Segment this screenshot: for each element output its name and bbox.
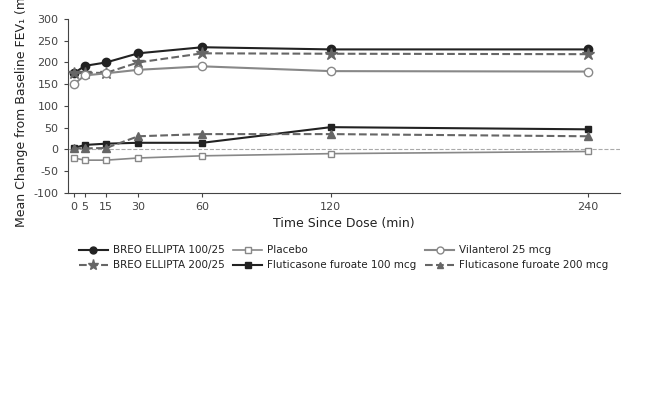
Y-axis label: Mean Change from Baseline FEV₁ (mL): Mean Change from Baseline FEV₁ (mL): [15, 0, 28, 227]
X-axis label: Time Since Dose (min): Time Since Dose (min): [273, 217, 415, 230]
Legend: BREO ELLIPTA 100/25, BREO ELLIPTA 200/25, Placebo, Fluticasone furoate 100 mcg, : BREO ELLIPTA 100/25, BREO ELLIPTA 200/25…: [77, 243, 611, 272]
